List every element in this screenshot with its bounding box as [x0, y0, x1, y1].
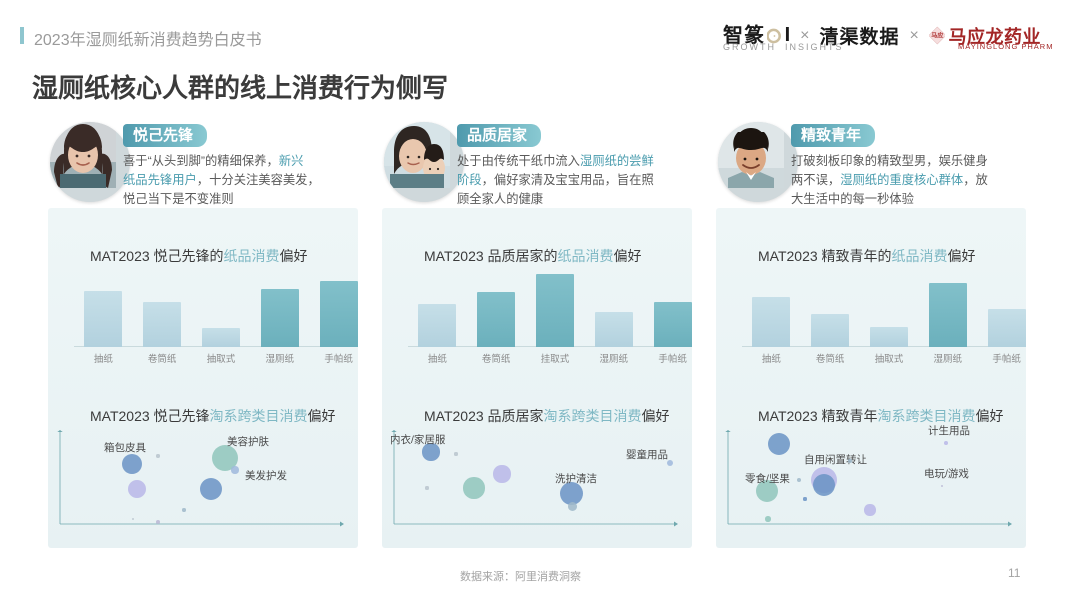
- svg-text:马应: 马应: [931, 32, 943, 40]
